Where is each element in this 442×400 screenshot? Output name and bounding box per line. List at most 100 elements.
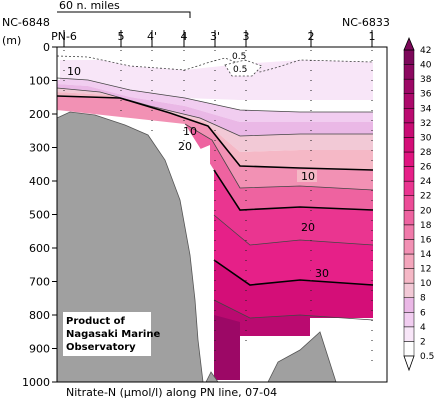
colorbar-tick-label: 20 — [420, 206, 432, 216]
colorbar-swatch — [403, 341, 415, 357]
y-axis: 0 100 200 300 400 500 600 700 800 900 1000 — [22, 41, 57, 389]
contour-line-e — [213, 299, 374, 321]
band-34-38 — [214, 315, 240, 380]
scale-bar-label: 60 n. miles — [59, 0, 120, 12]
y-tick-label: 800 — [29, 309, 50, 322]
colorbar-tick-label: 18 — [420, 221, 432, 231]
credit-line-2: Nagasaki Marine — [66, 329, 160, 340]
colorbar-tick-label: 12 — [420, 265, 431, 275]
colorbar-tick-label: 38 — [420, 75, 432, 85]
chart-title: Nitrate-N (µmol/l) along PN line, 07-04 — [66, 386, 277, 399]
contour-label-10-left: 10 — [67, 65, 81, 78]
colorbar-swatch — [403, 224, 415, 240]
colorbar-swatch — [403, 210, 415, 226]
colorbar-tick-label: 34 — [420, 104, 432, 114]
contour-label-05-a: 0.5 — [232, 52, 246, 62]
station-sublabel-right: NC-6833 — [342, 16, 390, 29]
contour-label-30: 30 — [315, 267, 329, 280]
band-26-30 — [214, 260, 373, 320]
colorbar-lower-extension — [403, 355, 415, 372]
colorbar-swatch — [403, 49, 415, 65]
colorbar-swatch — [403, 312, 415, 328]
credit-line-1: Product of — [66, 316, 125, 327]
contour-20 — [213, 169, 374, 211]
contour-05-eddy — [224, 59, 263, 77]
contour-label-10-slope: 10 — [183, 125, 197, 138]
colorbar: 0.52468101214161820222426283032343638404… — [403, 36, 434, 372]
colorbar-swatch — [403, 195, 415, 211]
band-6-8 — [57, 88, 373, 152]
contour-line-d — [213, 214, 374, 246]
station-sublabel-left: NC-6848 — [2, 16, 50, 29]
colorbar-tick-label: 14 — [420, 250, 432, 260]
colorbar-tick-label: 26 — [420, 163, 432, 173]
band-0-2 — [57, 56, 373, 100]
contour-label-20: 20 — [301, 221, 315, 234]
y-tick-label: 700 — [29, 276, 50, 289]
contour-05 — [57, 55, 374, 73]
y-tick-label: 500 — [29, 209, 50, 222]
y-tick-label: 300 — [29, 142, 50, 155]
colorbar-swatch — [403, 108, 415, 124]
colorbar-tick-label: 32 — [420, 119, 431, 129]
colorbar-tick-label: 4 — [420, 323, 426, 333]
colorbar-swatch — [403, 326, 415, 342]
colorbar-swatch — [403, 180, 415, 196]
contour-label-10-bg — [297, 170, 317, 182]
colorbar-upper-extension — [403, 36, 415, 51]
no-data-left — [57, 60, 60, 80]
colorbar-swatch — [403, 297, 415, 313]
y-tick-label: 0 — [43, 41, 50, 54]
y-tick-label: 400 — [29, 175, 50, 188]
station-labels: PN-654'43'321 — [51, 30, 376, 47]
band-10-14 — [57, 96, 373, 190]
colorbar-swatch — [403, 282, 415, 298]
credit-box — [63, 312, 151, 356]
colorbar-tick-label: 2 — [420, 337, 426, 347]
contour-label-30-bg — [311, 267, 331, 279]
colorbar-swatch — [403, 166, 415, 182]
station-lines — [63, 50, 373, 370]
colorbar-swatch — [403, 137, 415, 153]
band-22-26 — [214, 215, 373, 285]
colorbar-tick-label: 22 — [420, 192, 431, 202]
colorbar-tick-label: 40 — [420, 61, 432, 71]
colorbar-swatch — [403, 151, 415, 167]
y-tick-label: 900 — [29, 343, 50, 356]
contour-label-20-slope: 20 — [178, 140, 192, 153]
band-2-4 — [57, 78, 373, 122]
contour-line-c — [184, 123, 374, 191]
y-axis-unit: (m) — [2, 34, 21, 47]
y-tick-label: 100 — [29, 75, 50, 88]
colorbar-tick-label: 36 — [420, 90, 432, 100]
band-4-6 — [57, 84, 373, 136]
colorbar-swatch — [403, 253, 415, 269]
colorbar-swatch — [403, 239, 415, 255]
contour-line-b — [57, 87, 373, 137]
colorbar-tick-label: 10 — [420, 279, 432, 289]
contour-label-05-b: 0.5 — [233, 65, 247, 75]
colorbar-swatch — [403, 93, 415, 109]
y-tick-label: 1000 — [22, 376, 50, 389]
contour-10 — [57, 95, 374, 171]
colorbar-swatch — [403, 122, 415, 138]
y-tick-label: 200 — [29, 108, 50, 121]
colorbar-tick-label: 6 — [420, 308, 426, 318]
colorbar-tick-label: 28 — [420, 148, 432, 158]
no-data-shelf — [57, 47, 387, 60]
y-tick-label: 600 — [29, 242, 50, 255]
contour-label-10: 10 — [301, 170, 315, 183]
colorbar-tick-label: 16 — [420, 235, 432, 245]
credit-line-3: Observatory — [66, 342, 136, 353]
colorbar-tick-label: 30 — [420, 133, 432, 143]
band-14-18 — [185, 124, 373, 210]
colorbar-tick-label: 0.5 — [420, 352, 434, 362]
colorbar-tick-label: 24 — [420, 177, 432, 187]
contour-30 — [213, 259, 374, 286]
colorbar-swatch — [403, 64, 415, 80]
scale-bar-line — [57, 11, 191, 18]
contour-labels: 0.5 0.5 10 10 20 10 20 30 — [67, 52, 331, 280]
colorbar-tick-label: 8 — [420, 294, 426, 304]
colorbar-swatch — [403, 78, 415, 94]
